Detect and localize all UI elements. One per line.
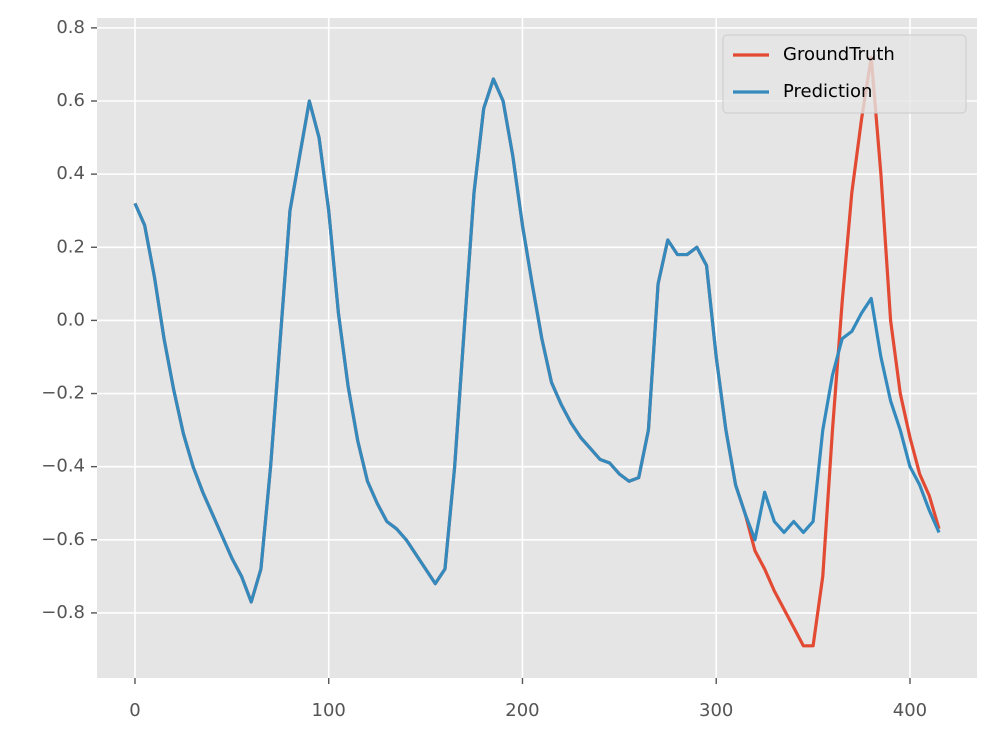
x-tick-label: 200 [505, 700, 539, 721]
x-tick-label: 300 [699, 700, 733, 721]
y-tick-label: 0.4 [56, 163, 85, 184]
y-tick-label: −0.8 [41, 602, 85, 623]
x-tick-label: 0 [129, 700, 140, 721]
y-tick-label: 0.6 [56, 90, 85, 111]
y-tick-label: 0.8 [56, 17, 85, 38]
legend-box [722, 34, 967, 114]
x-tick-label: 400 [893, 700, 927, 721]
plot-area [97, 18, 977, 678]
legend-label: Prediction [783, 81, 872, 102]
x-tick-label: 100 [312, 700, 346, 721]
y-tick-label: 0.0 [56, 309, 85, 330]
y-tick-label: −0.2 [41, 383, 85, 404]
line-series [133, 77, 941, 604]
legend-label: GroundTruth [783, 44, 895, 65]
y-tick-label: −0.6 [41, 529, 85, 550]
y-tick-label: 0.2 [56, 236, 85, 257]
y-tick-label: −0.4 [41, 456, 85, 477]
